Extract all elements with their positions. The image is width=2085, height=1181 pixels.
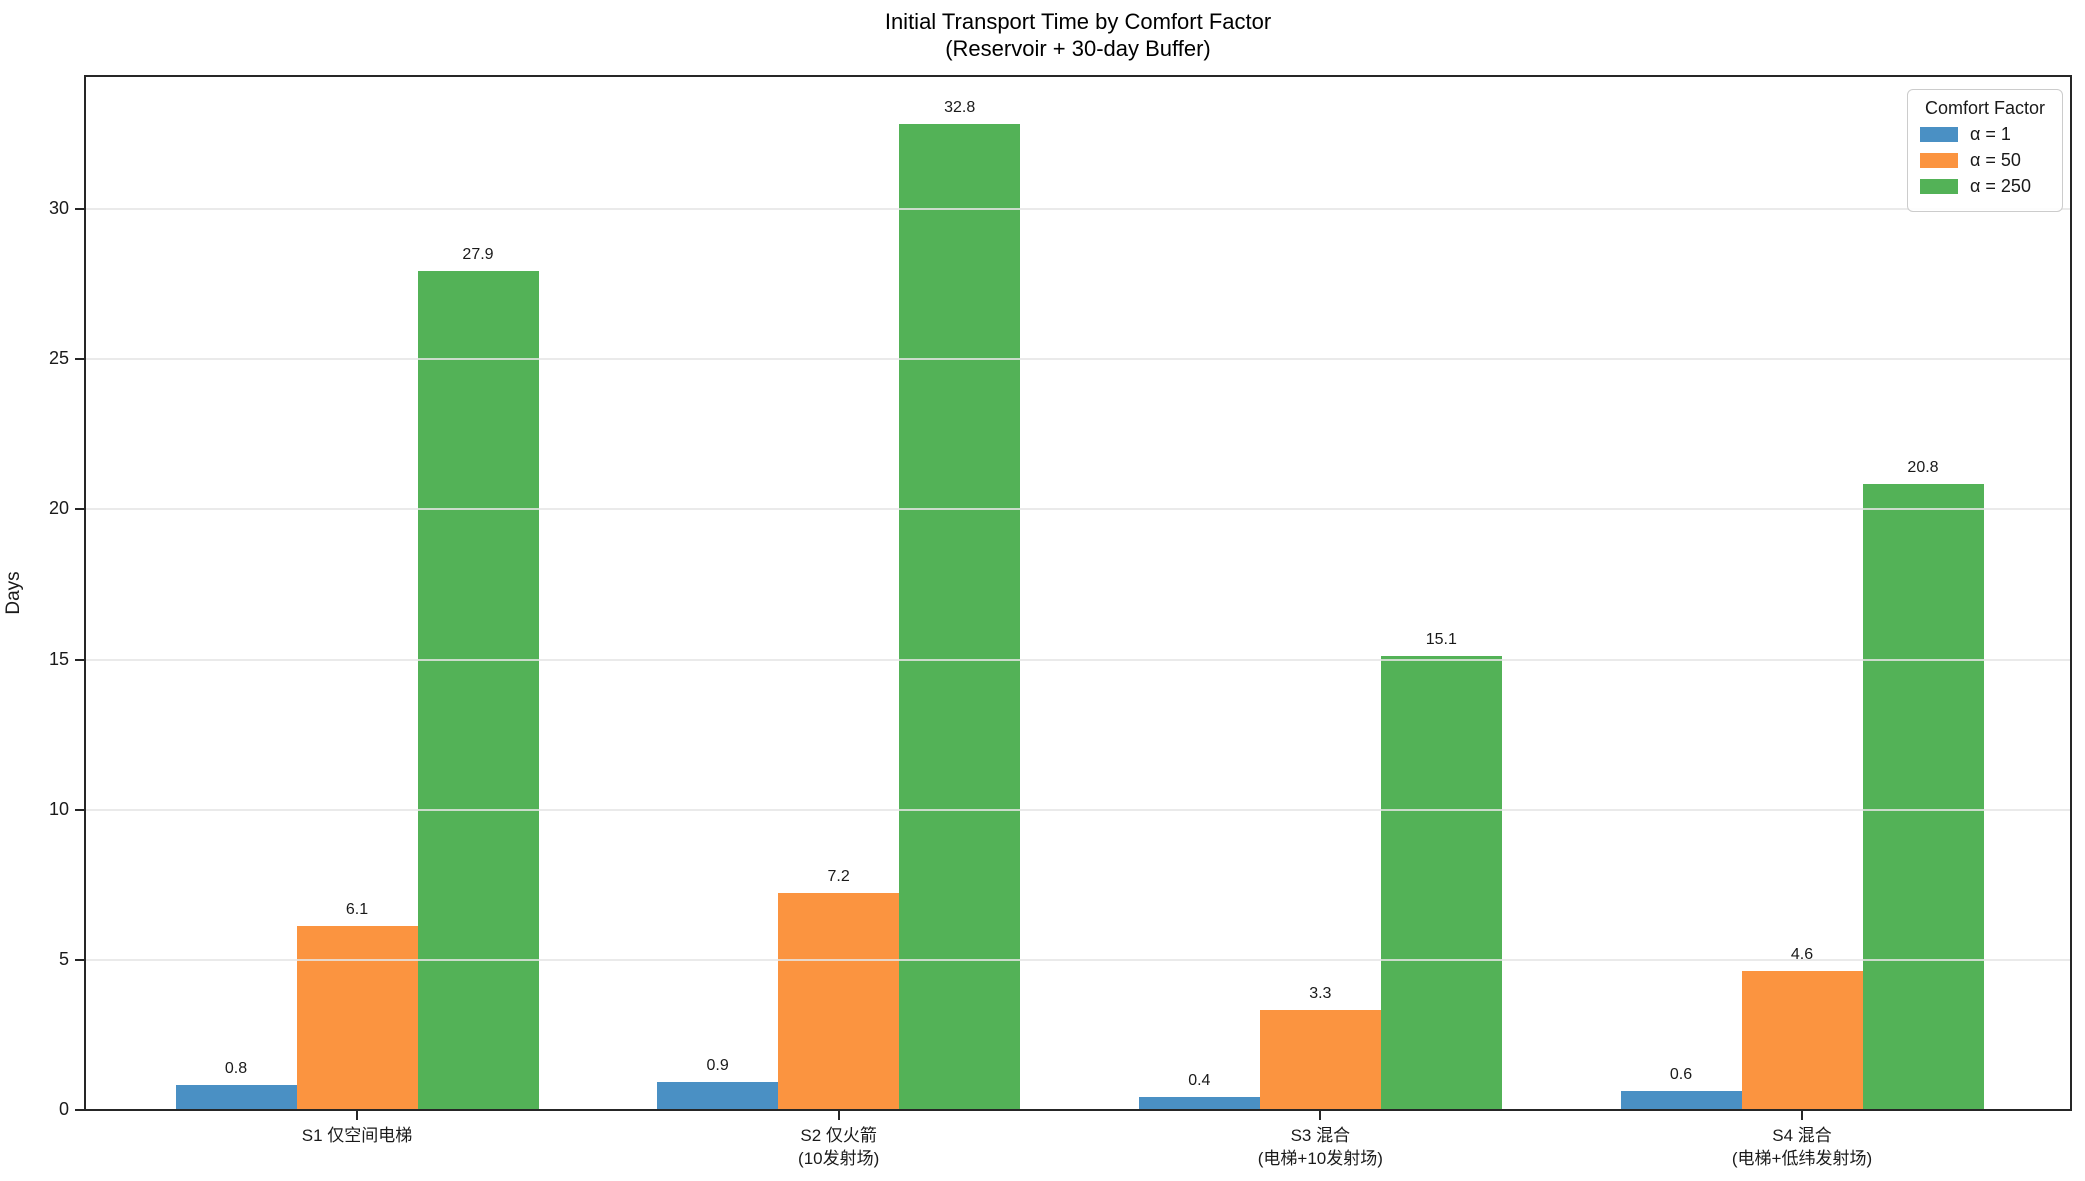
legend-entry-label: α = 1	[1970, 124, 2011, 144]
bar-3-series-3	[1380, 655, 1502, 1109]
x-tick-mark	[1319, 1111, 1322, 1120]
y-tick-label: 5	[58, 948, 69, 969]
bar-value-label: 6.1	[345, 900, 369, 918]
x-tick-mark	[1801, 1111, 1803, 1120]
bar-value-label: 20.8	[1907, 459, 1939, 477]
bar-value-label: 0.6	[1669, 1065, 1693, 1083]
x-tick-mark	[356, 1111, 358, 1120]
chart-title-line1: Initial Transport Time by Comfort Factor	[884, 9, 1272, 34]
bar-value-label: 15.1	[1425, 630, 1457, 648]
legend-title: Comfort Factor	[1924, 98, 2046, 118]
x-tick-label-4: S4 混合 (电梯+低纬发射场)	[1731, 1126, 1873, 1168]
gridline-y-20	[86, 508, 2070, 511]
y-tick-mark	[75, 958, 84, 961]
legend: Comfort Factor α = 1 α = 50 α = 250	[1907, 89, 2063, 212]
chart-title-line2: (Reservoir + 30-day Buffer)	[945, 36, 1211, 61]
y-tick-mark	[75, 808, 84, 811]
y-tick-label: 15	[48, 648, 69, 669]
bar-3-series-1	[1138, 1097, 1260, 1109]
gridline-y-30	[86, 208, 2070, 211]
bar-1-series-1	[175, 1084, 297, 1109]
y-tick-mark	[75, 208, 84, 211]
y-tick-label: 25	[48, 348, 69, 369]
chart-title: Initial Transport Time by Comfort Factor…	[84, 8, 2072, 62]
y-tick-label: 30	[48, 198, 69, 219]
x-tick-label-3: S3 混合 (电梯+10发射场)	[1257, 1126, 1383, 1168]
bar-3-series-2	[1259, 1009, 1381, 1109]
bar-value-label: 0.8	[224, 1059, 248, 1077]
gridline-y-5	[86, 958, 2070, 961]
bar-value-label: 27.9	[462, 246, 494, 264]
y-tick-mark	[75, 658, 84, 661]
legend-entry-3: α = 250	[1920, 176, 2050, 197]
legend-entry-label: α = 50	[1970, 150, 2021, 170]
bar-4-series-1	[1620, 1090, 1742, 1109]
x-tick-label-1: S1 仅空间电梯	[301, 1126, 413, 1145]
bar-value-label: 4.6	[1790, 945, 1814, 963]
gridline-y-15	[86, 658, 2070, 661]
y-tick-label: 10	[48, 798, 69, 819]
legend-swatch-icon	[1920, 127, 1958, 142]
bar-1-series-2	[296, 925, 418, 1109]
legend-entry-2: α = 50	[1920, 150, 2050, 171]
gridline-y-10	[86, 808, 2070, 811]
plot-area: 0.8 6.1 27.9 0.9 7.2 32.8 0.4 3.3 15.1 0.6 4.6 20.8…	[84, 75, 2072, 1111]
y-tick-label: 0	[58, 1099, 69, 1119]
legend-entry-label: α = 250	[1970, 176, 2031, 196]
legend-swatch-icon	[1920, 179, 1958, 194]
bar-2-series-1	[657, 1081, 779, 1109]
bar-4-series-3	[1862, 484, 1984, 1109]
bar-2-series-3	[899, 124, 1021, 1109]
legend-entry-1: α = 1	[1920, 124, 2050, 145]
bar-value-label: 0.4	[1188, 1072, 1211, 1089]
bar-value-label: 7.2	[827, 867, 850, 885]
y-tick-mark	[75, 508, 84, 511]
gridline-y-25	[86, 358, 2070, 361]
bar-2-series-2	[778, 892, 900, 1109]
legend-swatch-icon	[1920, 153, 1958, 168]
x-tick-label-2: S2 仅火箭 (10发射场)	[798, 1126, 880, 1168]
x-tick-mark	[837, 1111, 840, 1120]
y-tick-mark	[75, 1109, 84, 1111]
bar-value-label: 32.8	[944, 99, 976, 117]
bar-1-series-3	[417, 271, 539, 1109]
y-tick-label: 20	[48, 498, 69, 519]
bar-4-series-2	[1741, 970, 1863, 1109]
bar-value-label: 0.9	[706, 1056, 729, 1074]
y-axis-label: Days	[3, 571, 24, 615]
y-tick-mark	[75, 358, 84, 361]
bar-value-label: 3.3	[1309, 984, 1332, 1002]
legend-entries: α = 1 α = 50 α = 250	[1920, 124, 2050, 197]
